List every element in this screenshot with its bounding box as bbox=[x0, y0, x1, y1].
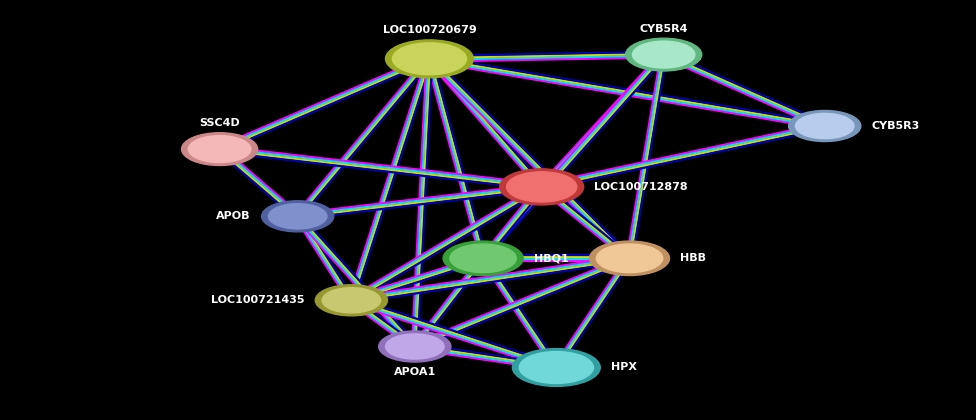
Circle shape bbox=[500, 169, 584, 205]
Circle shape bbox=[443, 241, 523, 276]
Circle shape bbox=[519, 352, 593, 383]
Circle shape bbox=[632, 41, 695, 68]
Text: APOA1: APOA1 bbox=[393, 367, 436, 377]
Text: LOC100721435: LOC100721435 bbox=[211, 295, 305, 305]
Circle shape bbox=[379, 331, 451, 362]
Circle shape bbox=[596, 244, 663, 273]
Circle shape bbox=[507, 172, 577, 202]
Circle shape bbox=[590, 241, 670, 276]
Text: LOC100712878: LOC100712878 bbox=[594, 182, 688, 192]
Text: SSC4D: SSC4D bbox=[199, 118, 240, 128]
Circle shape bbox=[392, 43, 467, 75]
Text: CYB5R4: CYB5R4 bbox=[639, 24, 688, 34]
Circle shape bbox=[512, 349, 600, 386]
Text: APOB: APOB bbox=[217, 211, 251, 221]
Text: LOC100720679: LOC100720679 bbox=[383, 25, 476, 35]
Circle shape bbox=[262, 201, 334, 232]
Text: HPX: HPX bbox=[611, 362, 637, 373]
Circle shape bbox=[322, 288, 381, 313]
Circle shape bbox=[795, 113, 854, 139]
Text: HBQ1: HBQ1 bbox=[534, 253, 569, 263]
Text: CYB5R3: CYB5R3 bbox=[872, 121, 919, 131]
Circle shape bbox=[626, 38, 702, 71]
Circle shape bbox=[386, 334, 444, 359]
Circle shape bbox=[789, 110, 861, 142]
Circle shape bbox=[450, 244, 516, 273]
Circle shape bbox=[315, 285, 387, 316]
Circle shape bbox=[182, 133, 258, 165]
Circle shape bbox=[188, 136, 251, 163]
Text: HBB: HBB bbox=[680, 253, 707, 263]
Circle shape bbox=[386, 40, 473, 78]
Circle shape bbox=[268, 204, 327, 229]
